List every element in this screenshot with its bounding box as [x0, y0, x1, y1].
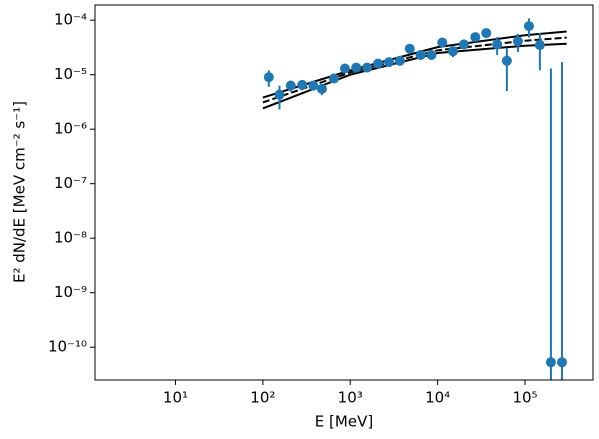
data-point	[470, 32, 481, 43]
x-axis-label: E [MeV]	[315, 413, 373, 431]
data-point	[512, 36, 523, 47]
data-point	[448, 46, 459, 57]
y-tick-label: 10⁻⁴	[54, 11, 87, 29]
data-point	[556, 357, 567, 368]
data-point	[501, 55, 512, 66]
data-point	[362, 62, 373, 73]
data-point	[285, 80, 296, 91]
data-point	[523, 21, 534, 32]
data-point	[339, 63, 350, 74]
y-tick-label: 10⁻¹⁰	[48, 338, 87, 356]
x-tick-label: 10¹	[163, 389, 188, 407]
data-point	[373, 58, 384, 69]
y-tick-label: 10⁻⁶	[54, 120, 87, 138]
data-point	[404, 43, 415, 54]
x-tick-label: 10²	[250, 389, 275, 407]
data-point	[437, 37, 448, 48]
data-point	[297, 79, 308, 90]
x-tick-label: 10⁵	[512, 389, 537, 407]
model-line	[262, 36, 567, 104]
data-point	[351, 62, 362, 73]
y-tick-label: 10⁻⁹	[54, 283, 87, 301]
data-point	[458, 39, 469, 50]
data-point	[481, 28, 492, 39]
y-tick-label: 10⁻⁸	[54, 229, 87, 247]
x-tick-label: 10³	[338, 389, 363, 407]
data-point	[394, 55, 405, 66]
y-tick-label: 10⁻⁷	[54, 174, 87, 192]
data-point	[384, 57, 395, 68]
data-point	[308, 80, 319, 91]
data-point	[316, 83, 327, 94]
data-point	[263, 72, 274, 83]
data-point	[328, 73, 339, 84]
x-tick-label: 10⁴	[425, 389, 450, 407]
data-point	[545, 357, 556, 368]
data-point	[534, 40, 545, 51]
data-point	[426, 49, 437, 60]
data-point	[415, 49, 426, 60]
plot-frame	[94, 4, 594, 381]
data-point	[492, 39, 503, 50]
y-tick-label: 10⁻⁵	[54, 65, 87, 83]
y-axis-label: E² dN/dE [MeV cm⁻² s⁻¹]	[11, 101, 29, 283]
data-point	[274, 89, 285, 100]
